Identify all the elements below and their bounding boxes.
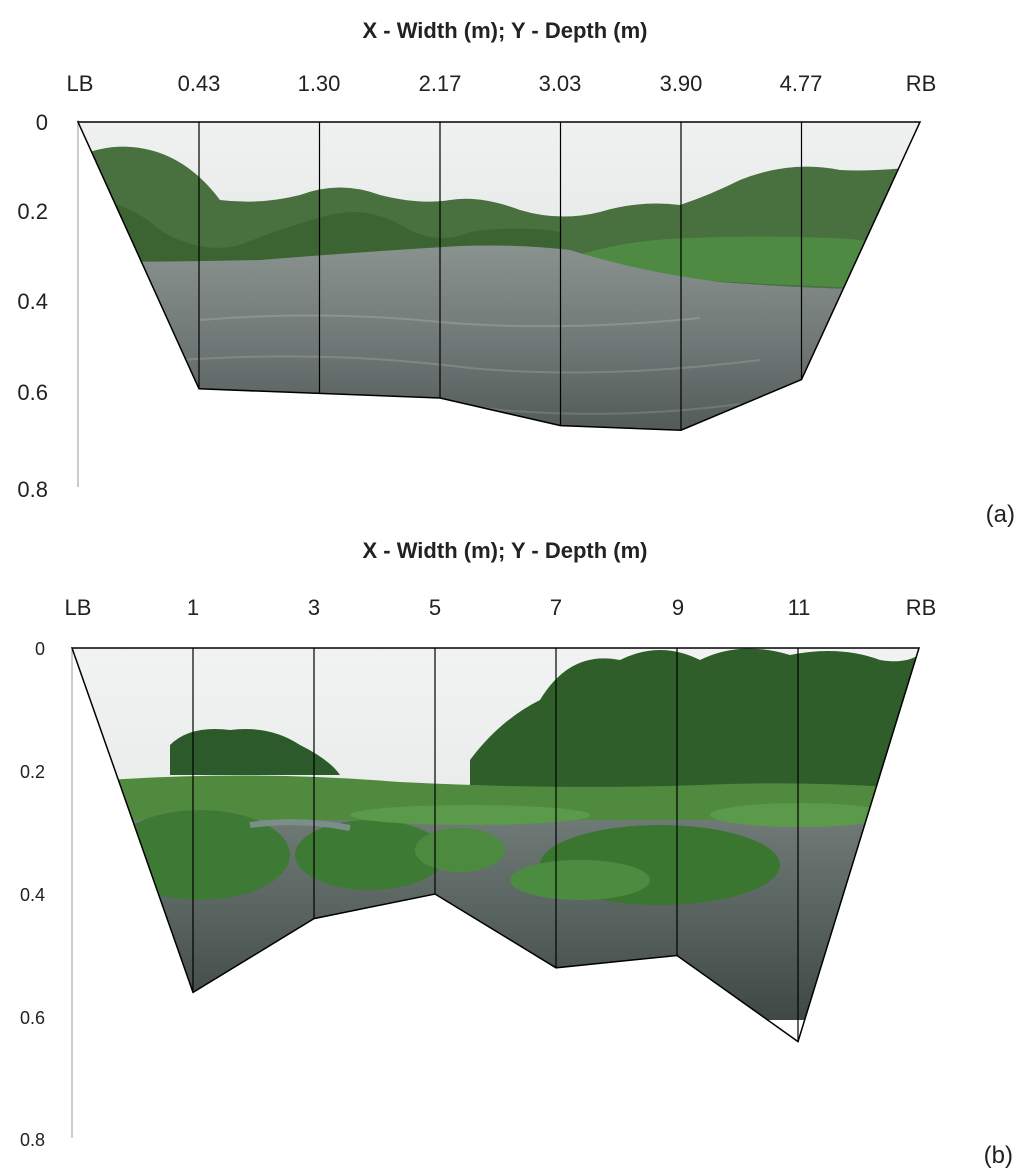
cross-section-outline-a <box>76 121 922 431</box>
x-tick-label-a-2: 1.30 <box>298 71 341 96</box>
y-tick-labels-b: 0 0.2 0.4 0.6 0.8 <box>20 639 45 1150</box>
y-tick-label-a-0: 0 <box>36 110 48 135</box>
y-tick-label-a-1: 0.2 <box>17 199 48 224</box>
x-tick-label-a-6: 4.77 <box>780 71 823 96</box>
x-tick-label-a-5: 3.90 <box>660 71 703 96</box>
x-tick-label-b-2: 3 <box>308 595 320 620</box>
y-tick-label-a-4: 0.8 <box>17 477 48 502</box>
x-tick-label-b-3: 5 <box>429 595 441 620</box>
panel-b: X - Width (m); Y - Depth (m) LB 1 3 5 7 9 11 RB… <box>20 538 1013 1169</box>
panel-label-b: (b) <box>984 1142 1013 1169</box>
y-tick-label-b-2: 0.4 <box>20 885 45 905</box>
chart-title-b: X - Width (m); Y - Depth (m) <box>363 538 648 563</box>
x-tick-label-b-4: 7 <box>550 595 562 620</box>
x-tick-label-a-0: LB <box>67 71 94 96</box>
chart-title-a: X - Width (m); Y - Depth (m) <box>363 18 648 43</box>
cross-section-photo-b <box>72 648 919 1020</box>
x-tick-label-b-7: RB <box>906 595 937 620</box>
y-tick-label-b-0: 0 <box>35 639 45 659</box>
x-tick-label-a-7: RB <box>906 71 937 96</box>
panel-a: X - Width (m); Y - Depth (m) LB 0.43 1.30 2… <box>17 18 1015 528</box>
y-tick-label-a-3: 0.6 <box>17 380 48 405</box>
panel-label-a: (a) <box>986 501 1015 528</box>
x-tick-label-a-1: 0.43 <box>178 71 221 96</box>
y-tick-labels-a: 0 0.2 0.4 0.6 0.8 <box>17 110 48 502</box>
x-tick-label-a-4: 3.03 <box>539 71 582 96</box>
y-tick-label-b-1: 0.2 <box>20 762 45 782</box>
y-tick-label-b-4: 0.8 <box>20 1130 45 1150</box>
x-tick-label-a-3: 2.17 <box>419 71 462 96</box>
x-tick-labels-b: LB 1 3 5 7 9 11 RB <box>65 595 937 620</box>
station-lines-a <box>198 122 803 431</box>
y-tick-label-a-2: 0.4 <box>17 289 48 314</box>
station-lines-b <box>192 648 799 1042</box>
cross-section-outline-b <box>70 647 921 1043</box>
x-tick-label-b-5: 9 <box>672 595 684 620</box>
x-tick-label-b-6: 11 <box>788 595 811 620</box>
x-tick-labels-a: LB 0.43 1.30 2.17 3.03 3.90 4.77 RB <box>67 71 937 96</box>
x-tick-label-b-1: 1 <box>187 595 199 620</box>
y-tick-label-b-3: 0.6 <box>20 1008 45 1028</box>
x-tick-label-b-0: LB <box>65 595 92 620</box>
